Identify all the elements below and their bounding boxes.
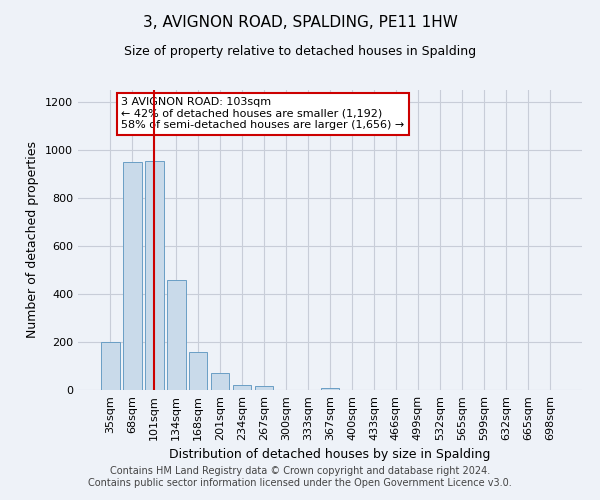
Y-axis label: Number of detached properties: Number of detached properties xyxy=(26,142,40,338)
Bar xyxy=(320,388,340,390)
Bar xyxy=(255,386,274,390)
Bar xyxy=(167,280,185,390)
Text: 3 AVIGNON ROAD: 103sqm
← 42% of detached houses are smaller (1,192)
58% of semi-: 3 AVIGNON ROAD: 103sqm ← 42% of detached… xyxy=(121,97,404,130)
Bar xyxy=(101,342,119,390)
Bar xyxy=(145,161,164,390)
Text: 3, AVIGNON ROAD, SPALDING, PE11 1HW: 3, AVIGNON ROAD, SPALDING, PE11 1HW xyxy=(143,15,457,30)
Text: Size of property relative to detached houses in Spalding: Size of property relative to detached ho… xyxy=(124,45,476,58)
Text: Contains HM Land Registry data © Crown copyright and database right 2024.
Contai: Contains HM Land Registry data © Crown c… xyxy=(88,466,512,487)
Bar xyxy=(233,384,251,390)
X-axis label: Distribution of detached houses by size in Spalding: Distribution of detached houses by size … xyxy=(169,448,491,462)
Bar xyxy=(123,162,142,390)
Bar xyxy=(211,373,229,390)
Bar xyxy=(189,352,208,390)
